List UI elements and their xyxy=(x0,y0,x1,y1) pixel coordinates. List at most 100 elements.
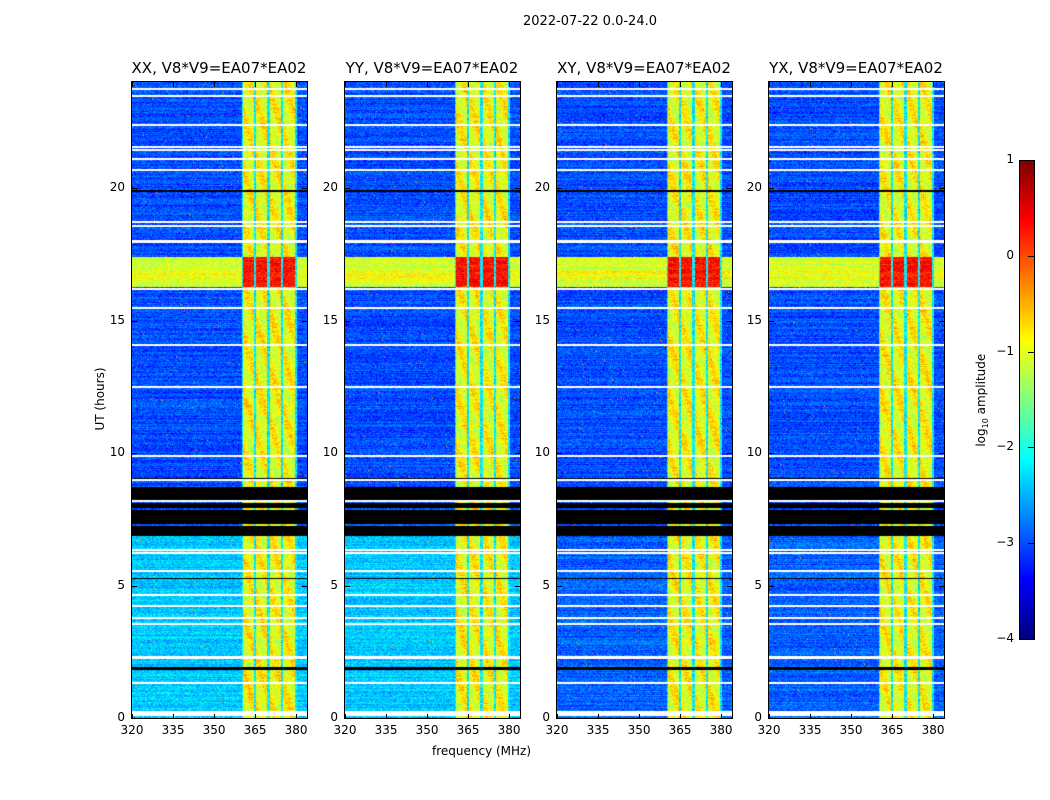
x-tick-label: 350 xyxy=(202,723,226,737)
y-tick-mark xyxy=(727,585,732,587)
x-tick-label: 380 xyxy=(497,723,521,737)
colorbar-tick-mark xyxy=(1028,255,1034,257)
y-tick-mark xyxy=(515,718,520,719)
x-tick-label: 365 xyxy=(880,723,904,737)
colorbar-tick-mark xyxy=(1028,160,1034,161)
y-tick-mark xyxy=(302,188,307,189)
x-tick-mark xyxy=(892,82,894,87)
y-tick-label: 5 xyxy=(754,577,762,592)
x-tick-mark xyxy=(468,82,470,87)
x-tick-mark xyxy=(509,82,511,87)
panel-title: XX, V8*V9=EA07*EA02 xyxy=(131,59,307,77)
heatmap-panel-yy xyxy=(344,81,521,719)
y-tick-mark xyxy=(515,585,520,587)
y-tick-mark xyxy=(345,718,350,719)
y-tick-mark xyxy=(132,718,137,719)
x-tick-mark xyxy=(296,714,298,719)
y-tick-mark xyxy=(132,585,137,587)
x-tick-mark xyxy=(386,714,388,719)
y-tick-mark xyxy=(302,718,307,719)
heatmap-panel-xx xyxy=(131,81,308,719)
y-tick-label: 0 xyxy=(542,710,550,724)
y-tick-mark xyxy=(557,453,562,454)
colorbar-tick-mark xyxy=(1028,639,1034,640)
x-tick-label: 335 xyxy=(161,723,185,737)
y-tick-mark xyxy=(939,320,944,322)
y-tick-label: 0 xyxy=(754,710,762,724)
x-tick-mark xyxy=(810,82,812,87)
x-tick-label: 380 xyxy=(921,723,945,737)
panel-title: XY, V8*V9=EA07*EA02 xyxy=(557,59,731,77)
x-tick-mark xyxy=(639,82,641,87)
y-tick-label: 10 xyxy=(746,445,762,459)
y-tick-label: 20 xyxy=(322,180,338,194)
x-tick-mark xyxy=(639,714,641,719)
x-tick-mark xyxy=(851,714,853,719)
x-tick-mark xyxy=(173,714,175,719)
x-tick-mark xyxy=(680,714,682,719)
x-tick-mark xyxy=(933,714,935,719)
y-tick-mark xyxy=(515,320,520,322)
y-tick-label: 10 xyxy=(322,445,338,459)
y-tick-mark xyxy=(557,718,562,719)
x-tick-mark xyxy=(132,714,133,719)
x-tick-mark xyxy=(769,714,770,719)
x-tick-mark xyxy=(214,82,216,87)
x-tick-mark xyxy=(509,714,511,719)
x-tick-mark xyxy=(557,714,558,719)
y-tick-label: 10 xyxy=(109,445,125,459)
y-tick-label: 5 xyxy=(330,577,338,592)
y-tick-mark xyxy=(939,585,944,587)
colorbar-label: log10 amplitude xyxy=(973,353,991,447)
y-tick-mark xyxy=(345,188,350,189)
y-tick-label: 20 xyxy=(109,180,125,194)
x-tick-mark xyxy=(598,714,600,719)
heatmap-cells xyxy=(557,82,732,718)
y-tick-mark xyxy=(939,188,944,189)
x-tick-label: 365 xyxy=(243,723,267,737)
x-tick-mark xyxy=(427,714,429,719)
y-tick-mark xyxy=(939,718,944,719)
x-tick-label: 320 xyxy=(333,723,357,737)
colorbar xyxy=(1019,160,1035,640)
y-tick-mark xyxy=(727,320,732,322)
y-tick-mark xyxy=(769,320,774,322)
x-tick-mark xyxy=(680,82,682,87)
y-tick-mark xyxy=(345,585,350,587)
x-tick-mark xyxy=(296,82,298,87)
x-tick-label: 380 xyxy=(709,723,733,737)
x-tick-mark xyxy=(468,714,470,719)
x-tick-mark xyxy=(721,82,723,87)
y-tick-mark xyxy=(557,188,562,189)
x-tick-label: 320 xyxy=(545,723,569,737)
y-tick-label: 15 xyxy=(322,312,338,327)
y-tick-mark xyxy=(302,320,307,322)
x-tick-mark xyxy=(345,82,346,87)
x-tick-mark xyxy=(933,82,935,87)
y-tick-mark xyxy=(557,320,562,322)
x-tick-mark xyxy=(345,714,346,719)
y-tick-mark xyxy=(515,453,520,454)
y-tick-mark xyxy=(302,453,307,454)
x-tick-label: 365 xyxy=(456,723,480,737)
y-tick-label: 10 xyxy=(534,445,550,459)
heatmap-panel-xy xyxy=(556,81,733,719)
y-tick-mark xyxy=(515,188,520,189)
x-tick-mark xyxy=(427,82,429,87)
y-tick-mark xyxy=(727,188,732,189)
x-tick-mark xyxy=(255,714,257,719)
y-tick-mark xyxy=(132,320,137,322)
x-tick-mark xyxy=(132,82,133,87)
y-tick-label: 15 xyxy=(746,312,762,327)
y-tick-mark xyxy=(939,453,944,454)
y-tick-mark xyxy=(132,453,137,454)
x-tick-label: 365 xyxy=(668,723,692,737)
y-tick-mark xyxy=(727,718,732,719)
x-tick-mark xyxy=(557,82,558,87)
figure-title: 2022-07-22 0.0-24.0 xyxy=(523,14,657,29)
x-tick-mark xyxy=(386,82,388,87)
colorbar-tick-mark xyxy=(1028,351,1034,353)
y-tick-label: 20 xyxy=(746,180,762,194)
y-tick-mark xyxy=(769,718,774,719)
x-tick-label: 335 xyxy=(586,723,610,737)
